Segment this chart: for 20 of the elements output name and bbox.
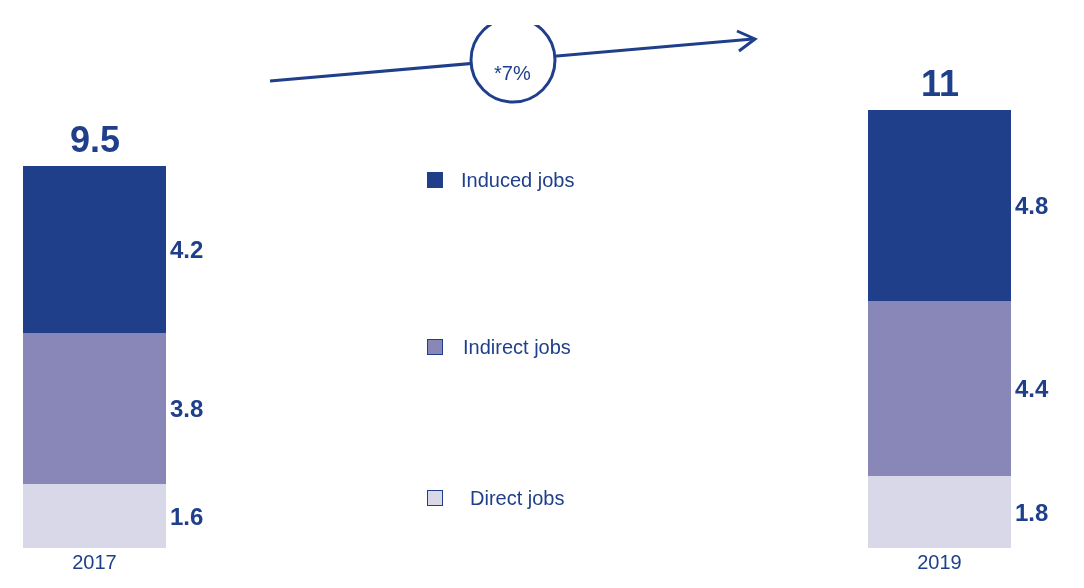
legend-label: Induced jobs bbox=[461, 169, 575, 191]
legend-label: Direct jobs bbox=[470, 487, 565, 509]
data-label: 1.6 bbox=[170, 503, 204, 530]
bar bbox=[867, 301, 1012, 477]
data-label: 4.2 bbox=[170, 236, 204, 263]
bar bbox=[867, 110, 1012, 302]
bar bbox=[22, 484, 167, 548]
legend-label: Indirect jobs bbox=[463, 336, 571, 358]
data-label: 4.8 bbox=[1015, 192, 1049, 219]
total-label: 11 bbox=[921, 63, 960, 104]
x-tick-label: 2019 bbox=[917, 551, 962, 573]
x-tick-label: 2017 bbox=[72, 551, 117, 573]
data-label: 3.8 bbox=[170, 395, 204, 422]
bar bbox=[22, 332, 167, 485]
data-label: 4.4 bbox=[1015, 375, 1050, 402]
text: *7% bbox=[494, 62, 531, 84]
total-label: 9.5 bbox=[70, 119, 121, 160]
bar bbox=[22, 165, 167, 333]
data-label: 1.8 bbox=[1015, 499, 1049, 526]
bar bbox=[867, 476, 1012, 548]
